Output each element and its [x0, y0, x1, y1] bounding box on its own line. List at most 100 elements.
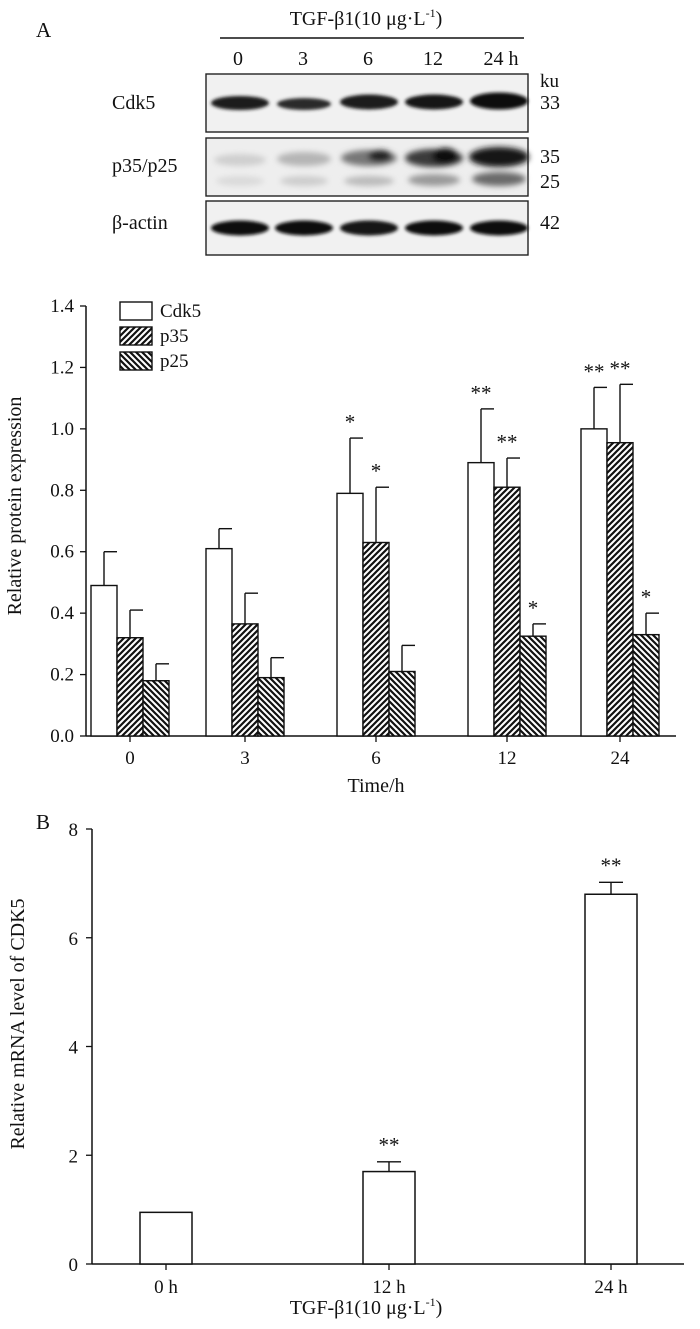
bar-p35	[493, 486, 521, 737]
blot-band	[469, 147, 529, 167]
y-tick-label: 2	[69, 1146, 79, 1167]
blot-row-label-p35-p25: p35/p25	[112, 155, 178, 177]
blot-band	[216, 176, 264, 186]
x-tick-label: 24	[611, 748, 631, 769]
legend-label: Cdk5	[160, 301, 201, 322]
significance-marker: **	[497, 430, 518, 454]
blot-weight-p25: 25	[540, 171, 560, 193]
chart-b: 0 2 4 6 8 0 h 12 h 24 h ** **	[69, 820, 684, 1298]
legend-swatch-cdk5	[119, 301, 153, 321]
blot-band	[340, 94, 398, 110]
blot-weight-cdk5: 33	[540, 92, 560, 114]
blot-band	[405, 94, 463, 110]
blot-band	[340, 220, 398, 236]
chart-a: 0.00.20.40.60.81.01.21.40 3 6 12 24*********…	[50, 296, 676, 769]
blot-lane-label: 24 h	[484, 48, 519, 70]
y-tick-label: 1.2	[50, 357, 74, 378]
blot-band	[344, 176, 394, 186]
y-tick-label: 0.4	[50, 603, 74, 624]
legend-label: p25	[160, 351, 189, 372]
legend-swatch-p35	[119, 326, 153, 346]
blot-band	[405, 220, 463, 236]
x-tick-label: 3	[240, 748, 250, 769]
bar-cdk5	[580, 428, 608, 737]
blot-row-label-beta-actin: β-actin	[112, 212, 168, 234]
blot-band	[408, 174, 460, 186]
blot-treatment-label: TGF-β1(10 μg·L-1)	[290, 6, 443, 30]
y-tick-label: 0.0	[50, 726, 74, 747]
significance-marker: **	[610, 356, 631, 380]
y-tick-label: 8	[69, 820, 79, 841]
blot-membrane-p35-p25	[205, 137, 529, 197]
bar-cdk5	[205, 547, 233, 737]
significance-marker: **	[379, 1133, 400, 1157]
x-tick-label: 24 h	[594, 1277, 628, 1298]
blot-lane-label: 3	[298, 48, 308, 70]
significance-marker: *	[641, 585, 652, 609]
significance-marker: *	[371, 459, 382, 483]
blot-bands-cdk5	[211, 92, 528, 110]
panel-a-label: A	[36, 18, 52, 42]
bar	[139, 1211, 193, 1265]
blot-lane-label: 6	[363, 48, 373, 70]
blot-band	[214, 154, 266, 166]
y-tick-label: 0	[69, 1255, 79, 1276]
significance-marker: **	[601, 853, 622, 877]
bar-p35	[362, 541, 390, 737]
bar-p35	[231, 623, 259, 737]
y-tick-label: 0.6	[50, 542, 74, 563]
chart-b-y-label: Relative mRNA level of CDK5	[7, 898, 29, 1149]
legend-label: p35	[160, 326, 189, 347]
y-tick-label: 0.2	[50, 665, 74, 686]
x-tick-label: 12	[498, 748, 517, 769]
x-tick-label: 12 h	[372, 1277, 406, 1298]
blot-weight-p35: 35	[540, 146, 560, 168]
blot-lane-label: 0	[233, 48, 243, 70]
significance-marker: **	[584, 359, 605, 383]
blot-band	[211, 220, 269, 236]
x-tick-label: 6	[371, 748, 381, 769]
y-tick-label: 0.8	[50, 480, 74, 501]
legend-swatch-p25	[119, 351, 153, 371]
chart-a-x-label: Time/h	[347, 775, 404, 797]
blot-band	[277, 98, 331, 110]
significance-marker: *	[528, 596, 539, 620]
blot-band	[470, 220, 528, 236]
significance-marker: *	[345, 410, 356, 434]
y-tick-label: 1.0	[50, 419, 74, 440]
bar-p25	[388, 670, 416, 737]
x-tick-label: 0	[125, 748, 135, 769]
bar-p25	[632, 633, 660, 737]
blot-band	[211, 96, 269, 110]
blot-weight-beta-actin: 42	[540, 212, 560, 234]
y-tick-label: 1.4	[50, 296, 74, 317]
chart-a-y-label: Relative protein expression	[4, 397, 26, 616]
bar-p25	[257, 676, 285, 737]
blot-bands-beta-actin	[211, 220, 528, 236]
bar-cdk5	[336, 492, 364, 737]
blot-band	[368, 150, 392, 162]
x-tick-label: 0 h	[154, 1277, 178, 1298]
y-tick-label: 4	[69, 1038, 79, 1059]
y-tick-label: 6	[69, 929, 79, 950]
bar-cdk5	[467, 461, 495, 737]
blot-band	[280, 176, 328, 186]
blot-row-label-cdk5: Cdk5	[112, 92, 155, 114]
chart-b-x-label: TGF-β1(10 μg·L-1)	[290, 1295, 443, 1319]
blot-band	[275, 220, 333, 236]
blot-lane-labels: 0 3 6 12 24 h	[233, 48, 519, 70]
blot-band	[472, 172, 526, 186]
bar-p25	[519, 635, 547, 737]
bar-cdk5	[90, 584, 118, 737]
blot-band	[470, 92, 528, 110]
panel-b-label: B	[36, 810, 50, 834]
bar-p35	[116, 637, 144, 737]
bar-p35	[606, 441, 634, 737]
bar	[584, 893, 638, 1265]
blot-bands-p35-p25	[214, 147, 529, 186]
bar	[362, 1170, 416, 1265]
blot-ku-label: ku	[540, 71, 560, 92]
blot-band	[432, 148, 458, 164]
blot-band	[277, 152, 331, 166]
